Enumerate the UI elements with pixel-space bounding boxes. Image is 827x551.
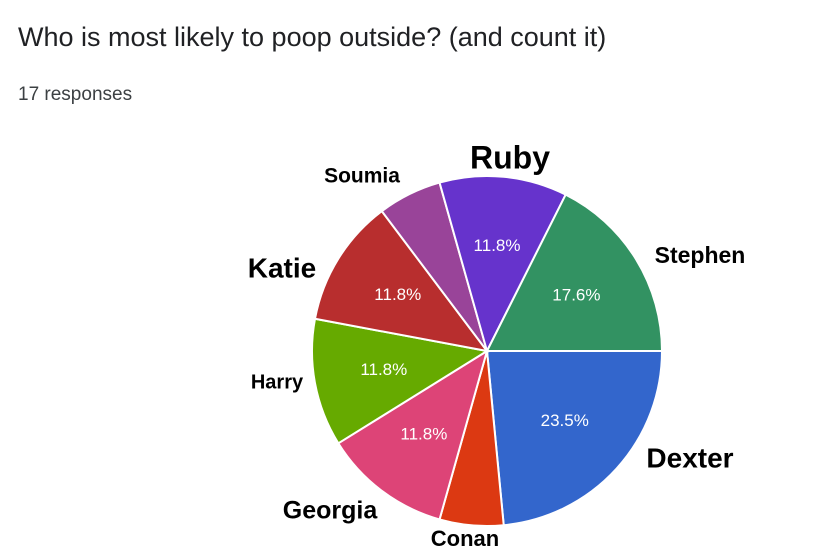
pie-slice bbox=[485, 350, 664, 527]
pie-slice bbox=[485, 193, 664, 352]
legend-label: Dexter bbox=[646, 442, 733, 473]
legend-label: Harry bbox=[251, 371, 304, 393]
response-count: 17 responses bbox=[18, 84, 133, 105]
legend-label: Stephen bbox=[655, 242, 746, 268]
pie-slice bbox=[313, 209, 490, 353]
slice-label: 11.8% bbox=[374, 285, 421, 304]
legend-label: Soumia bbox=[324, 165, 400, 188]
slice-label: 17.6% bbox=[552, 285, 600, 304]
slice-label: 11.8% bbox=[474, 236, 521, 255]
legend-label: Ruby bbox=[470, 139, 550, 175]
legend-label: Katie bbox=[248, 252, 316, 283]
slice-label: 11.8% bbox=[360, 360, 407, 379]
slice-label: 23.5% bbox=[541, 411, 589, 430]
pie-slice bbox=[311, 317, 490, 445]
chart-title: Who is most likely to poop outside? (and… bbox=[18, 22, 607, 52]
legend-label: Conan bbox=[431, 526, 499, 551]
legend-label: Georgia bbox=[283, 497, 379, 525]
pie-slice bbox=[438, 175, 567, 354]
slice-label: 11.8% bbox=[400, 424, 447, 443]
pie-slice bbox=[336, 348, 489, 521]
